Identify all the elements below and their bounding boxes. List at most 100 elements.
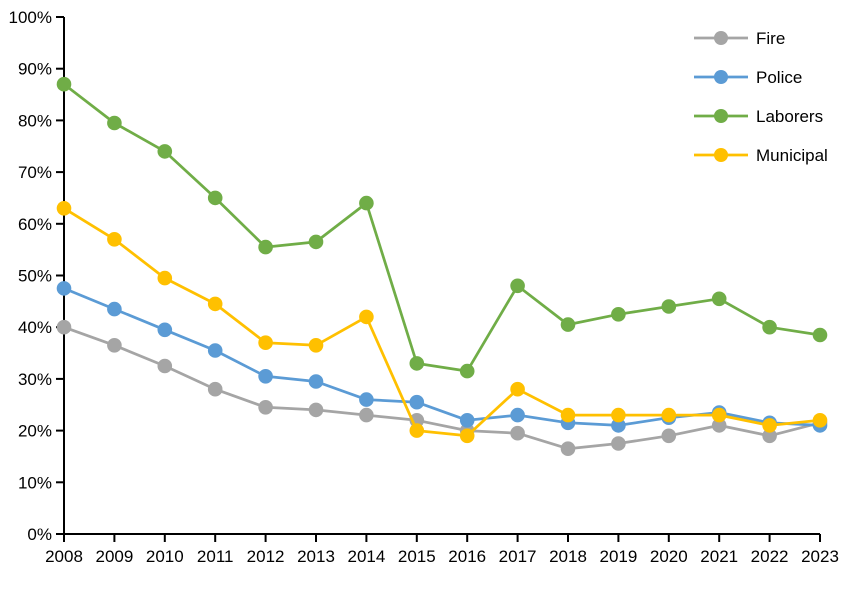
y-axis-label: 80% (18, 111, 52, 130)
legend-label: Municipal (756, 146, 828, 165)
x-axis-label: 2013 (297, 547, 335, 566)
data-point (560, 407, 576, 423)
data-point (611, 407, 626, 423)
x-axis-label: 2022 (751, 547, 789, 566)
series-fire (56, 319, 828, 457)
x-axis-label: 2012 (247, 547, 285, 566)
data-point (459, 428, 475, 444)
data-point (56, 76, 72, 92)
legend-marker (714, 31, 728, 45)
y-axis-label: 60% (18, 215, 52, 234)
series-line (62, 287, 822, 427)
data-point (107, 338, 122, 353)
x-axis-label: 2008 (45, 547, 83, 566)
data-point (308, 338, 324, 353)
x-axis-label: 2021 (700, 547, 738, 566)
x-axis-label: 2017 (499, 547, 537, 566)
x-axis-label: 2009 (95, 547, 133, 566)
data-point (560, 441, 576, 457)
data-point (459, 413, 475, 428)
series-municipal (56, 201, 828, 444)
data-point (359, 195, 374, 211)
data-point (762, 428, 777, 444)
legend-label: Laborers (756, 107, 823, 126)
data-point (107, 232, 122, 247)
data-point (459, 363, 475, 379)
data-point (258, 335, 273, 351)
series-police (56, 281, 828, 433)
data-point (107, 115, 122, 131)
y-axis-label: 90% (18, 60, 52, 79)
data-point (258, 369, 273, 384)
y-axis-label: 40% (18, 318, 52, 337)
x-axis-label: 2011 (197, 547, 234, 566)
data-point (711, 291, 727, 307)
data-point (207, 296, 223, 312)
data-point (207, 381, 223, 397)
data-point (661, 407, 677, 423)
x-axis-label: 2015 (398, 547, 436, 566)
y-axis-label: 70% (18, 163, 52, 182)
data-point (762, 418, 777, 433)
y-axis-label: 20% (18, 422, 52, 441)
data-point (359, 407, 374, 423)
legend-label: Police (756, 68, 802, 87)
x-axis-label: 2019 (599, 547, 637, 566)
legend-marker (714, 109, 728, 123)
series-laborers (56, 76, 828, 379)
data-point (611, 418, 626, 433)
data-point (157, 144, 173, 159)
legend-item-fire: Fire (694, 29, 785, 48)
y-axis-label: 0% (27, 525, 52, 544)
x-axis-label: 2016 (448, 547, 486, 566)
legend-marker (714, 148, 728, 162)
series-line (62, 206, 822, 438)
y-axis-label: 30% (18, 370, 52, 389)
data-point (510, 381, 525, 397)
data-point (409, 423, 425, 438)
data-point (510, 425, 525, 441)
data-point (207, 343, 223, 358)
data-point (711, 418, 727, 433)
data-point (611, 307, 626, 322)
series-line (62, 82, 822, 373)
data-point (157, 358, 173, 374)
data-point (661, 428, 677, 444)
data-point (56, 319, 72, 335)
legend-item-municipal: Municipal (694, 146, 828, 165)
data-point (308, 374, 324, 389)
data-point (258, 239, 273, 255)
data-point (409, 356, 425, 371)
data-point (510, 278, 525, 294)
x-axis-label: 2020 (650, 547, 688, 566)
data-point (308, 234, 324, 250)
data-point (359, 309, 374, 325)
data-point (56, 281, 72, 296)
data-point (711, 407, 727, 423)
data-point (258, 400, 273, 415)
x-axis-label: 2018 (549, 547, 587, 566)
data-point (661, 299, 677, 314)
legend-label: Fire (756, 29, 785, 48)
data-point (56, 201, 72, 216)
data-point (107, 301, 122, 317)
x-axis-label: 2010 (146, 547, 184, 566)
data-point (510, 407, 525, 423)
data-point (611, 436, 626, 451)
data-point (409, 394, 425, 410)
data-point (157, 270, 173, 286)
x-axis-label: 2023 (801, 547, 839, 566)
series-line (62, 325, 822, 451)
data-point (359, 392, 374, 407)
x-axis-label: 2014 (347, 547, 385, 566)
data-point (812, 413, 828, 428)
data-point (308, 402, 324, 418)
legend-item-police: Police (694, 68, 802, 87)
legend-marker (714, 70, 728, 84)
y-axis-label: 100% (9, 8, 52, 27)
legend-item-laborers: Laborers (694, 107, 823, 126)
data-point (812, 327, 828, 343)
data-point (762, 319, 777, 335)
